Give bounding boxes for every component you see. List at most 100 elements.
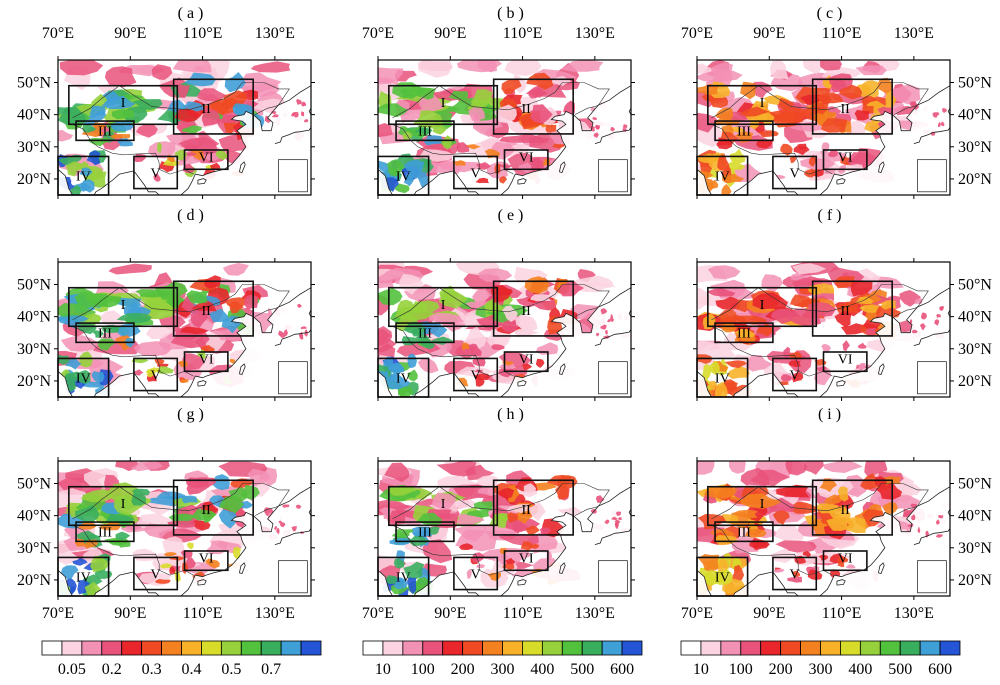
region-label: V [790, 369, 800, 384]
region-box-5 [772, 556, 818, 591]
colorbar-swatch [300, 640, 322, 656]
colorbar-swatch [561, 640, 583, 656]
lon-tick-label: 130°E [255, 605, 295, 622]
region-box-2 [492, 479, 574, 536]
region-label: II [841, 304, 851, 319]
map-frame [377, 460, 632, 597]
panel-title: ( c ) [817, 5, 843, 22]
region-label: I [760, 96, 765, 111]
lon-tick-label: 110°E [822, 605, 862, 622]
region-box-6 [183, 149, 229, 171]
region-label: IV [76, 571, 91, 586]
colorbar-swatch [879, 640, 901, 656]
region-label: II [522, 503, 532, 518]
lat-tick-label: 40°N [958, 508, 992, 525]
map-frame [377, 261, 632, 398]
colorbar-swatch [680, 640, 702, 656]
region-box-3 [395, 120, 455, 142]
lat-tick-label: 40°N [958, 309, 992, 326]
lon-tick-label: 130°E [575, 605, 615, 622]
colorbar-label: 400 [848, 661, 872, 678]
lat-tick-label: 30°N [958, 540, 992, 557]
region-box-2 [811, 280, 893, 337]
region-box-6 [822, 149, 868, 171]
colorbar-swatch [181, 640, 202, 656]
lon-tick-label: 110°E [183, 605, 223, 622]
colorbar-label: 0.7 [261, 661, 281, 678]
lat-tick-label: 20°N [17, 572, 51, 589]
field-shading [378, 60, 631, 195]
region-label: IV [76, 372, 91, 387]
colorbar-swatch [939, 640, 961, 656]
region-label: II [202, 503, 212, 518]
colorbar-label: 10 [693, 661, 709, 678]
lon-tick-label: 130°E [894, 25, 934, 42]
region-box-6 [503, 149, 549, 171]
region-box-2 [172, 78, 254, 135]
colorbar-swatch [201, 640, 222, 656]
region-box-2 [492, 78, 574, 135]
region-box-3 [75, 521, 135, 543]
region-label: I [760, 497, 765, 512]
region-label: III [98, 327, 112, 342]
colorbar-swatch [362, 640, 384, 656]
lat-tick-label: 30°N [958, 139, 992, 156]
region-label: IV [76, 170, 91, 185]
map-frame [696, 460, 951, 597]
colorbar-swatch [780, 640, 801, 656]
region-box-2 [811, 479, 893, 536]
panel-title: ( g ) [177, 406, 204, 423]
colorbar-label: 500 [888, 661, 912, 678]
lon-tick-label: 70°E [42, 605, 74, 622]
colorbar-swatch [621, 640, 643, 656]
colorbar-swatch [240, 640, 262, 656]
panel-title: ( e ) [498, 207, 524, 224]
region-label: I [121, 96, 126, 111]
region-box-6 [183, 550, 229, 572]
region-box-6 [503, 550, 549, 572]
region-label: IV [396, 170, 411, 185]
lon-tick-label: 110°E [503, 605, 543, 622]
region-label: I [441, 298, 446, 313]
colorbar-label: 10 [375, 661, 391, 678]
lat-tick-label: 50°N [17, 476, 51, 493]
region-box-5 [772, 155, 818, 190]
colorbar-swatch [141, 640, 162, 656]
lat-tick-label: 50°N [17, 75, 51, 92]
colorbar-label: 400 [530, 661, 554, 678]
colorbar-swatch [280, 640, 302, 656]
region-label: II [841, 503, 851, 518]
lon-tick-label: 90°E [434, 605, 466, 622]
region-box-5 [453, 155, 499, 190]
region-label: IV [396, 571, 411, 586]
region-label: II [202, 304, 212, 319]
region-box-6 [183, 351, 229, 373]
region-label: V [471, 568, 481, 583]
region-label: VI [838, 551, 853, 566]
map-frame [57, 59, 312, 196]
lon-tick-label: 70°E [362, 605, 394, 622]
region-label: I [121, 497, 126, 512]
colorbar-swatch [161, 640, 182, 656]
lat-tick-label: 20°N [958, 373, 992, 390]
region-label: V [151, 568, 161, 583]
colorbar-swatch [101, 640, 123, 656]
region-label: IV [715, 372, 730, 387]
region-box-3 [714, 521, 774, 543]
region-box-1 [68, 485, 179, 527]
panel-title: ( i ) [818, 406, 841, 423]
lat-tick-label: 40°N [17, 107, 51, 124]
panel-title: ( d ) [177, 207, 204, 224]
panel-title: ( f ) [818, 207, 842, 224]
region-label: I [441, 497, 446, 512]
colorbar-swatch [601, 640, 623, 656]
region-label: V [471, 167, 481, 182]
region-label: V [471, 369, 481, 384]
region-box-1 [68, 286, 179, 328]
